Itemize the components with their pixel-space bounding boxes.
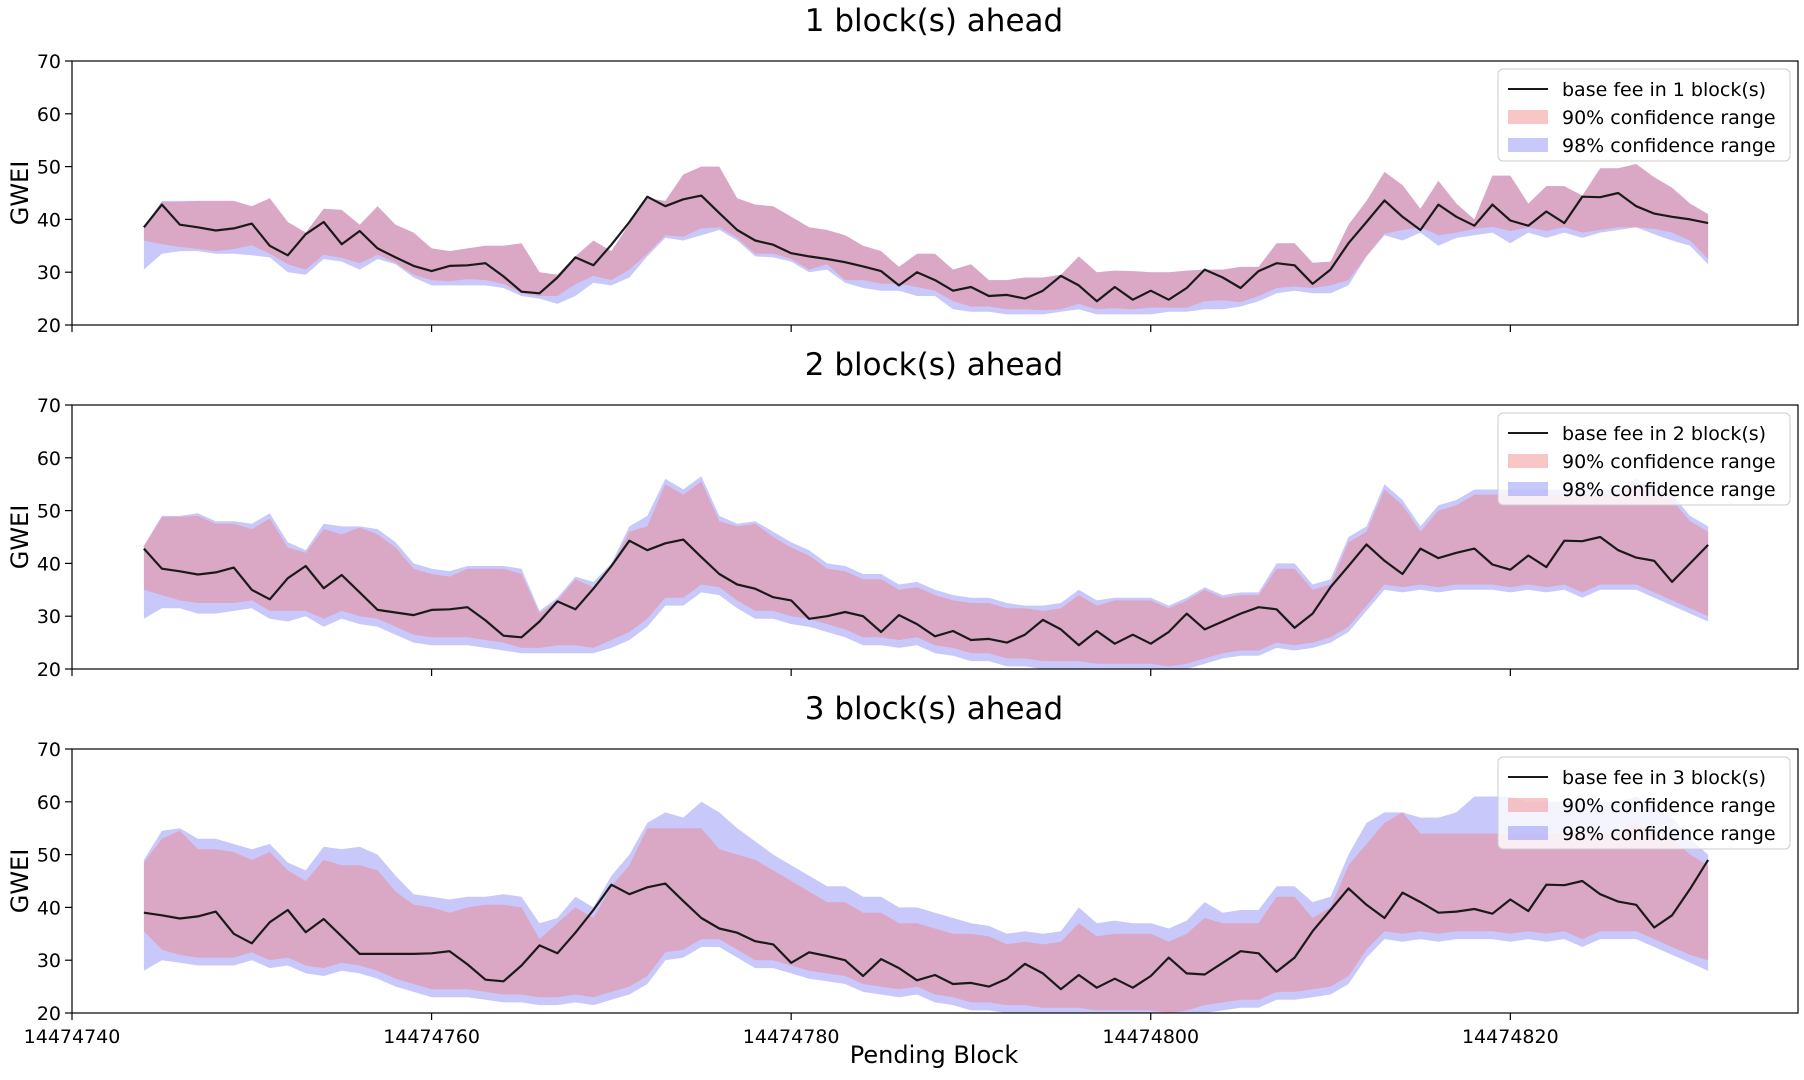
base-fee-line	[143, 191, 1709, 303]
legend-box	[1497, 412, 1791, 506]
y-tick-label: 50	[37, 501, 61, 523]
y-tick-label: 60	[37, 792, 61, 814]
x-tick-label: 14474800	[1102, 1026, 1199, 1048]
band-90-confidence	[143, 164, 1709, 311]
y-tick-label: 50	[37, 157, 61, 179]
legend-label: base fee in 2 block(s)	[1562, 423, 1766, 445]
band-90-confidence	[143, 481, 1709, 667]
band-98-confidence	[143, 164, 1709, 315]
y-tick-label: 60	[37, 104, 61, 126]
y-tick-label: 20	[37, 315, 61, 337]
y-tick-label: 70	[37, 739, 61, 761]
legend-swatch-90	[1508, 110, 1548, 124]
legend-swatch-90	[1508, 454, 1548, 468]
chart-title: 2 block(s) ahead	[805, 347, 1063, 383]
plot-frame	[71, 404, 1799, 670]
y-tick-label: 30	[37, 262, 61, 284]
plot-area	[143, 476, 1709, 669]
plot-area	[143, 164, 1709, 315]
legend-box	[1497, 68, 1791, 162]
legend-label: base fee in 1 block(s)	[1562, 79, 1766, 101]
y-tick-label: 70	[37, 395, 61, 417]
chart-title: 1 block(s) ahead	[805, 3, 1063, 39]
y-tick-label: 40	[37, 897, 61, 919]
base-fee-line	[143, 535, 1709, 647]
y-axis-label: GWEI	[6, 849, 34, 914]
legend-label: 90% confidence range	[1562, 451, 1776, 473]
x-axis-label: Pending Block	[850, 1041, 1019, 1069]
chart-panel-2: 2 block(s) ahead 20 30 40 50 60 70 GWEI base fee…	[6, 347, 1799, 681]
chart-panel-3: 3 block(s) ahead 20 30 40 50 60 70 GWEI 14474740…	[6, 691, 1799, 1048]
y-tick-label: 20	[37, 1003, 61, 1025]
plot-frame	[71, 748, 1799, 1014]
legend-label: 98% confidence range	[1562, 135, 1776, 157]
y-axis-label: GWEI	[6, 161, 34, 226]
y-tick-label: 50	[37, 845, 61, 867]
legend-label: 98% confidence range	[1562, 823, 1776, 845]
legend-label: 90% confidence range	[1562, 795, 1776, 817]
legend-label: base fee in 3 block(s)	[1562, 767, 1766, 789]
chart-panel-1: 1 block(s) ahead 20 30 40 50 60 70 GWEI base fee…	[6, 3, 1799, 337]
y-tick-label: 40	[37, 553, 61, 575]
legend: base fee in 3 block(s) 90% confidence ran…	[1497, 756, 1791, 850]
y-axis-label: GWEI	[6, 505, 34, 570]
x-tick-label: 14474740	[24, 1026, 121, 1048]
base-fee-line	[143, 859, 1710, 991]
legend-label: 90% confidence range	[1562, 107, 1776, 129]
plot-area	[143, 796, 1710, 1013]
x-tick-label: 14474760	[383, 1026, 480, 1048]
y-tick-label: 60	[37, 448, 61, 470]
band-90-confidence	[143, 812, 1709, 1013]
x-tick-label: 14474820	[1462, 1026, 1559, 1048]
legend-swatch-98	[1508, 482, 1548, 496]
legend: base fee in 1 block(s) 90% confidence ran…	[1497, 68, 1791, 162]
legend-swatch-90	[1508, 798, 1548, 812]
y-tick-label: 70	[37, 51, 61, 73]
legend-label: 98% confidence range	[1562, 479, 1776, 501]
legend: base fee in 2 block(s) 90% confidence ran…	[1497, 412, 1791, 506]
chart-title: 3 block(s) ahead	[805, 691, 1063, 727]
band-98-confidence	[143, 476, 1709, 669]
y-tick-label: 20	[37, 659, 61, 681]
legend-swatch-98	[1508, 826, 1548, 840]
y-tick-label: 30	[37, 950, 61, 972]
legend-box	[1497, 756, 1791, 850]
y-tick-label: 40	[37, 209, 61, 231]
band-98-confidence	[143, 796, 1709, 1013]
x-tick-label: 14474780	[743, 1026, 840, 1048]
legend-swatch-98	[1508, 138, 1548, 152]
plot-frame	[71, 60, 1799, 326]
y-tick-label: 30	[37, 606, 61, 628]
